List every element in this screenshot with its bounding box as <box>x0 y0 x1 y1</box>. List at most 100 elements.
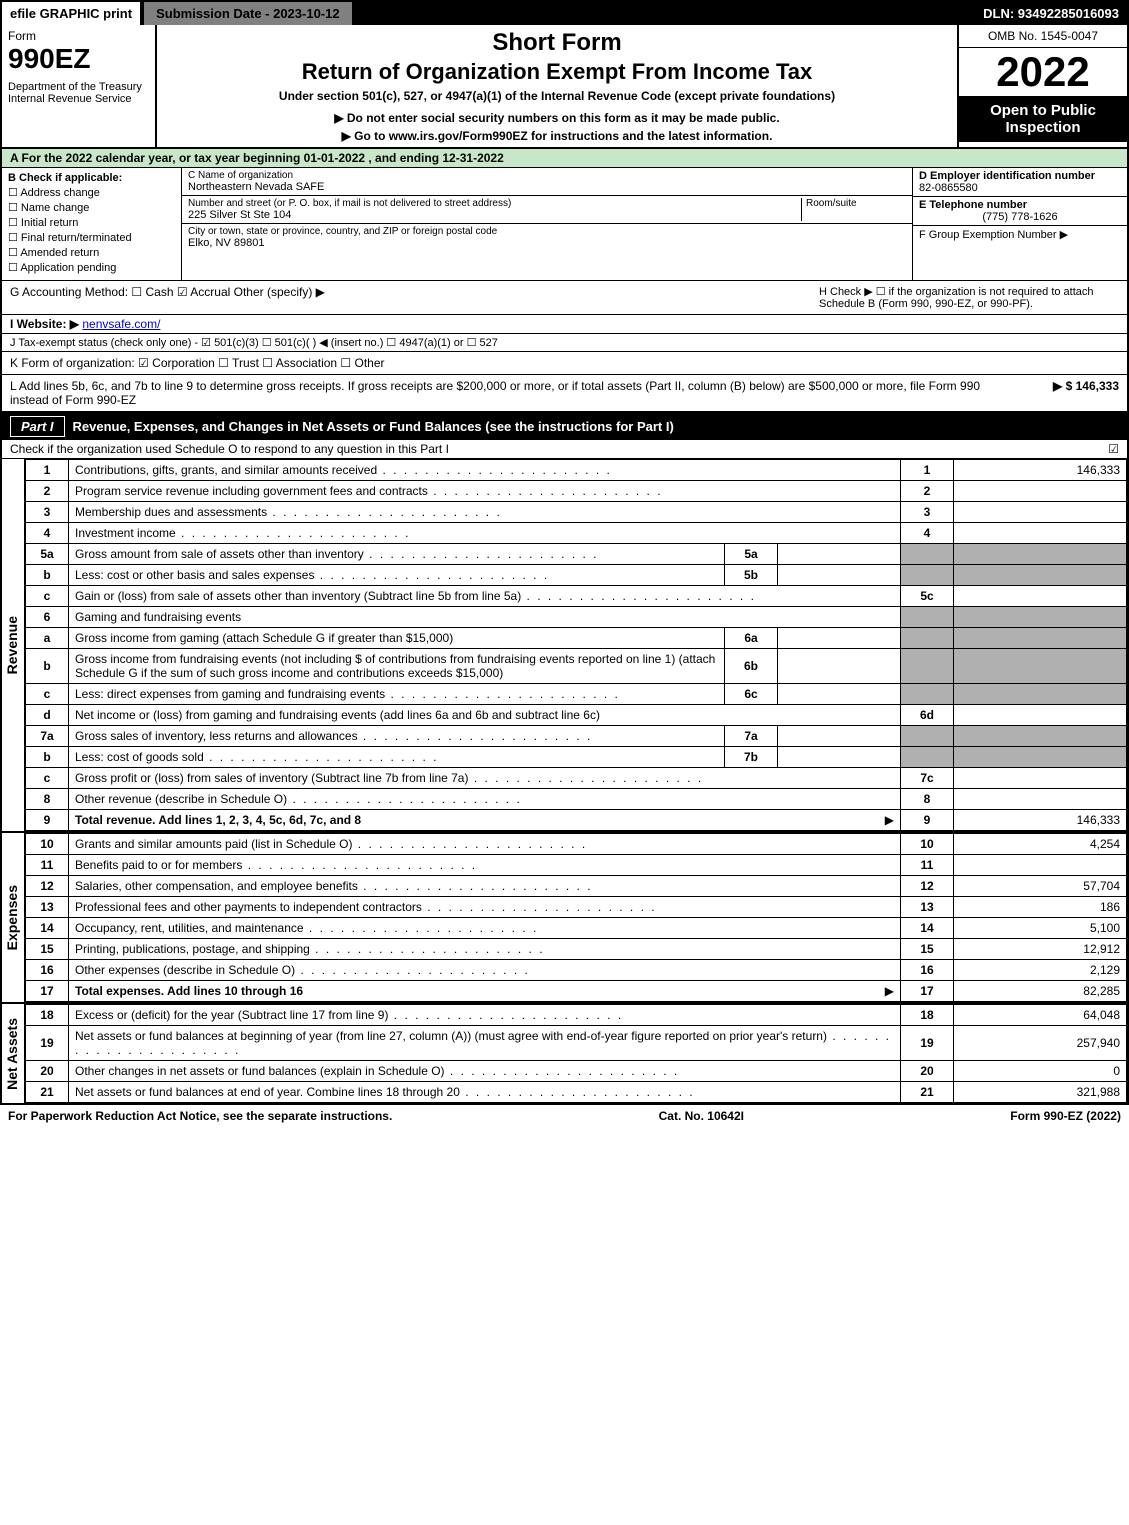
val: 257,940 <box>954 1026 1127 1061</box>
department: Department of the Treasury Internal Reve… <box>8 81 149 105</box>
val: 321,988 <box>954 1082 1127 1103</box>
ln: 21 <box>26 1082 69 1103</box>
dln: DLN: 93492285016093 <box>975 2 1127 25</box>
under-section: Under section 501(c), 527, or 4947(a)(1)… <box>167 89 947 103</box>
nc: 4 <box>901 523 954 544</box>
nc: 20 <box>901 1061 954 1082</box>
desc: Gaming and fundraising events <box>69 607 901 628</box>
header-right: OMB No. 1545-0047 2022 Open to Public In… <box>957 25 1127 147</box>
nc: 10 <box>901 834 954 855</box>
ln: 19 <box>26 1026 69 1061</box>
open-public: Open to Public Inspection <box>959 96 1127 142</box>
phone-block: E Telephone number (775) 778-1626 <box>913 197 1127 226</box>
desc: Membership dues and assessments <box>69 502 901 523</box>
desc: Gain or (loss) from sale of assets other… <box>69 586 901 607</box>
line-17: 17 Total expenses. Add lines 10 through 1… <box>26 981 1127 1002</box>
nc: 11 <box>901 855 954 876</box>
group-label: F Group Exemption Number ▶ <box>919 228 1121 241</box>
ln: b <box>26 747 69 768</box>
netassets-section: Net Assets 18Excess or (deficit) for the… <box>2 1002 1127 1103</box>
val: 12,912 <box>954 939 1127 960</box>
cb-amended[interactable]: Amended return <box>8 246 175 259</box>
line-5a: 5aGross amount from sale of assets other… <box>26 544 1127 565</box>
sv <box>778 628 901 649</box>
desc: Other expenses (describe in Schedule O) <box>69 960 901 981</box>
k-line: K Form of organization: ☑ Corporation ☐ … <box>2 352 1127 375</box>
val <box>954 481 1127 502</box>
part1-check-text: Check if the organization used Schedule … <box>10 442 1108 456</box>
val <box>954 855 1127 876</box>
val: 2,129 <box>954 960 1127 981</box>
line-5c: cGain or (loss) from sale of assets othe… <box>26 586 1127 607</box>
netassets-strip: Net Assets <box>2 1004 25 1103</box>
nc: 7c <box>901 768 954 789</box>
line-4: 4Investment income4 <box>26 523 1127 544</box>
ln: 18 <box>26 1005 69 1026</box>
go-to-text: ▶ Go to www.irs.gov/Form990EZ for instru… <box>342 129 773 143</box>
l-value: ▶ $ 146,333 <box>999 379 1119 407</box>
line-11: 11Benefits paid to or for members11 <box>26 855 1127 876</box>
netassets-label: Net Assets <box>2 1016 24 1092</box>
go-to-link[interactable]: ▶ Go to www.irs.gov/Form990EZ for instru… <box>167 129 947 143</box>
ln: 10 <box>26 834 69 855</box>
nc <box>901 628 954 649</box>
expenses-label: Expenses <box>2 883 24 952</box>
val: 186 <box>954 897 1127 918</box>
d17: Total expenses. Add lines 10 through 16 <box>75 984 303 998</box>
desc: Less: direct expenses from gaming and fu… <box>69 684 725 705</box>
sv <box>778 565 901 586</box>
val <box>954 768 1127 789</box>
form-number: 990EZ <box>8 43 149 75</box>
cb-final[interactable]: Final return/terminated <box>8 231 175 244</box>
cb-address[interactable]: Address change <box>8 186 175 199</box>
desc: Net income or (loss) from gaming and fun… <box>69 705 901 726</box>
footer-left: For Paperwork Reduction Act Notice, see … <box>8 1109 392 1123</box>
line-3: 3Membership dues and assessments3 <box>26 502 1127 523</box>
ein-label: D Employer identification number <box>919 170 1121 182</box>
desc: Gross income from fundraising events (no… <box>69 649 725 684</box>
desc: Total revenue. Add lines 1, 2, 3, 4, 5c,… <box>69 810 901 831</box>
ln: b <box>26 565 69 586</box>
desc: Investment income <box>69 523 901 544</box>
org-name-block: C Name of organization Northeastern Neva… <box>182 168 912 196</box>
nc <box>901 649 954 684</box>
cb-initial[interactable]: Initial return <box>8 216 175 229</box>
website-link[interactable]: nenvsafe.com/ <box>82 317 160 331</box>
val: 5,100 <box>954 918 1127 939</box>
ln: 8 <box>26 789 69 810</box>
ln: 3 <box>26 502 69 523</box>
part1-header: Part I Revenue, Expenses, and Changes in… <box>2 413 1127 440</box>
org-name: Northeastern Nevada SAFE <box>188 181 906 193</box>
val <box>954 586 1127 607</box>
submission-date: Submission Date - 2023-10-12 <box>144 2 352 25</box>
line-20: 20Other changes in net assets or fund ba… <box>26 1061 1127 1082</box>
desc: Gross income from gaming (attach Schedul… <box>69 628 725 649</box>
ln: 12 <box>26 876 69 897</box>
desc: Other changes in net assets or fund bala… <box>69 1061 901 1082</box>
desc: Net assets or fund balances at end of ye… <box>69 1082 901 1103</box>
val: 146,333 <box>954 810 1127 831</box>
ln: 1 <box>26 460 69 481</box>
nc: 18 <box>901 1005 954 1026</box>
desc: Program service revenue including govern… <box>69 481 901 502</box>
footer-right: Form 990-EZ (2022) <box>1010 1109 1121 1123</box>
val <box>954 628 1127 649</box>
line-2: 2Program service revenue including gover… <box>26 481 1127 502</box>
return-title: Return of Organization Exempt From Incom… <box>167 59 947 85</box>
nc: 12 <box>901 876 954 897</box>
desc: Gross amount from sale of assets other t… <box>69 544 725 565</box>
ln: 15 <box>26 939 69 960</box>
val <box>954 607 1127 628</box>
cb-pending[interactable]: Application pending <box>8 261 175 274</box>
nc: 13 <box>901 897 954 918</box>
cb-name[interactable]: Name change <box>8 201 175 214</box>
form-word: Form <box>8 29 149 43</box>
nc <box>901 684 954 705</box>
val <box>954 705 1127 726</box>
ln: 17 <box>26 981 69 1002</box>
val <box>954 649 1127 684</box>
line-9: 9Total revenue. Add lines 1, 2, 3, 4, 5c… <box>26 810 1127 831</box>
val <box>954 502 1127 523</box>
nc: 14 <box>901 918 954 939</box>
expenses-strip: Expenses <box>2 833 25 1002</box>
